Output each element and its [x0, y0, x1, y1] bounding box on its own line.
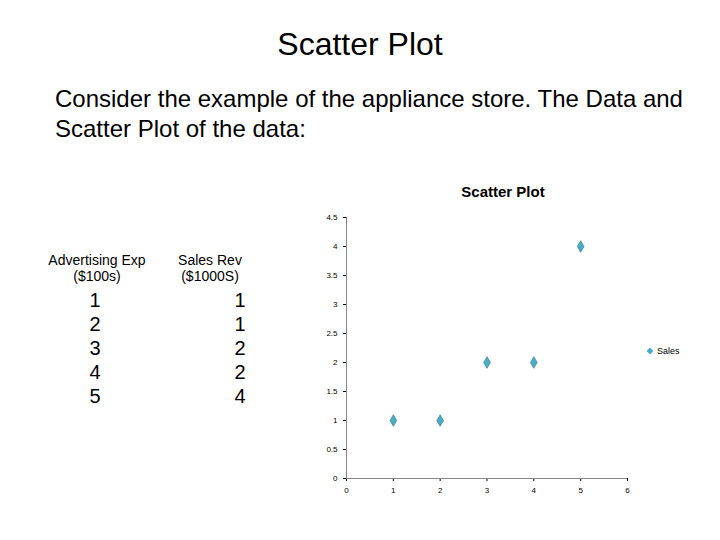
svg-text:3.5: 3.5 [326, 271, 338, 280]
html-text:3: 3 [89, 337, 101, 359]
svg-text:0: 0 [344, 486, 349, 495]
svg-text:3: 3 [333, 300, 338, 309]
svg-text:1: 1 [333, 416, 338, 425]
svg-text:2: 2 [333, 358, 338, 367]
html-text:1: 1 [234, 289, 246, 311]
svg-text:2: 2 [438, 486, 443, 495]
html-text:4: 4 [89, 361, 101, 383]
svg-text:4.5: 4.5 [326, 213, 338, 222]
svg-text:1: 1 [391, 486, 396, 495]
html-text:2: 2 [234, 361, 246, 383]
html-text:1: 1 [234, 313, 246, 335]
svg-text:3: 3 [485, 486, 490, 495]
svg-text:4: 4 [532, 486, 537, 495]
html-text:Scatter Plot: Scatter Plot [461, 183, 545, 200]
html-text:2: 2 [89, 313, 101, 335]
html-text:2: 2 [234, 337, 246, 359]
html-text:4: 4 [234, 385, 246, 407]
html-text:Sales Rev: Sales Rev [178, 252, 242, 268]
svg-text:5: 5 [578, 486, 583, 495]
html-text:Consider the example of the ap: Consider the example of the appliance st… [55, 85, 683, 142]
html-text:1: 1 [89, 289, 101, 311]
svg-text:6: 6 [625, 486, 630, 495]
html-text:($100s): ($100s) [73, 268, 121, 284]
html-text:5: 5 [89, 385, 101, 407]
svg-text:4: 4 [333, 242, 338, 251]
svg-text:1.5: 1.5 [326, 387, 338, 396]
html-text:Sales: Sales [657, 346, 680, 356]
html-text:Advertising Exp: Advertising Exp [48, 252, 146, 268]
svg-text:0: 0 [333, 474, 338, 483]
html-text:Scatter Plot: Scatter Plot [277, 26, 443, 62]
svg-text:2.5: 2.5 [326, 329, 338, 338]
svg-text:0.5: 0.5 [326, 445, 338, 454]
html-text:($1000S): ($1000S) [181, 268, 239, 284]
